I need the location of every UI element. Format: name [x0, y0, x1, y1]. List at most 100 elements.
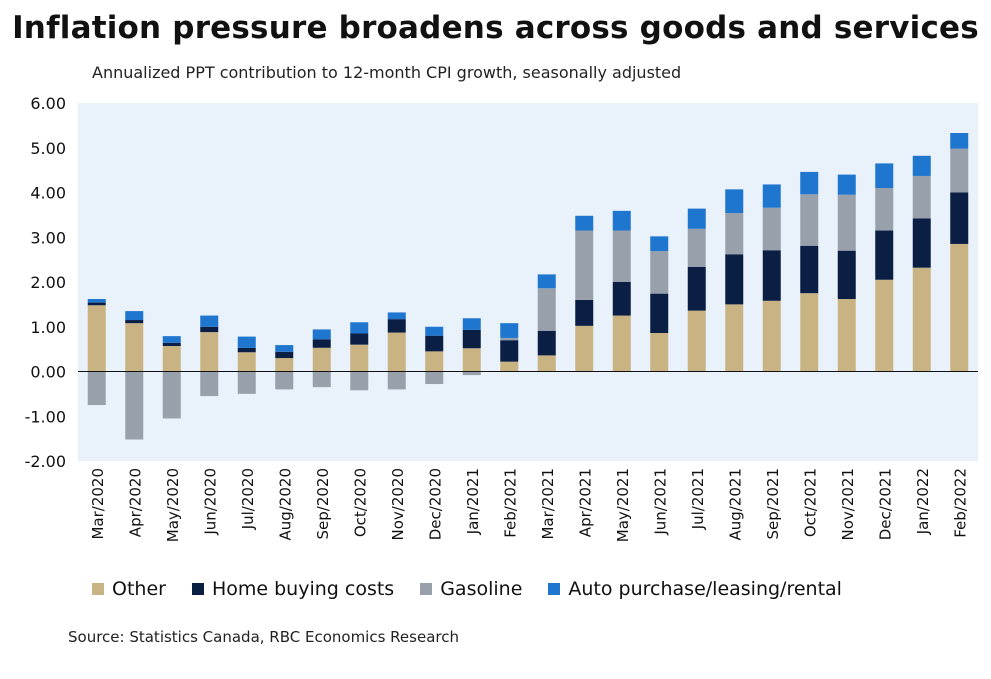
bar-segment — [612, 210, 631, 231]
y-tick-label: 4.00 — [30, 184, 66, 203]
bar-segment — [725, 189, 744, 214]
bar-segment — [650, 236, 669, 252]
bar-segment — [912, 267, 931, 372]
bar-segment — [387, 371, 406, 390]
bar-segment — [687, 266, 706, 311]
x-tick-label: Jul/2021 — [689, 468, 707, 530]
x-tick-label: Aug/2020 — [276, 468, 294, 541]
chart-title: Inflation pressure broadens across goods… — [12, 10, 979, 46]
bar-segment — [237, 352, 256, 372]
bar-segment — [387, 332, 406, 372]
bar-segment — [762, 300, 781, 372]
x-tick-label: Nov/2021 — [839, 468, 857, 541]
bar-segment — [575, 230, 594, 300]
bar-segment — [500, 361, 519, 372]
bar-segment — [425, 326, 444, 336]
y-tick-label: -2.00 — [25, 452, 66, 471]
bar-segment — [950, 148, 969, 193]
x-tick-label: Mar/2021 — [539, 468, 557, 540]
y-tick-label: 2.00 — [30, 273, 66, 292]
bar-segment — [612, 230, 631, 282]
bar-segment — [425, 335, 444, 352]
bar-segment — [425, 371, 444, 385]
plot-area — [78, 103, 978, 461]
bar-segment — [650, 333, 669, 372]
bar-segment — [725, 254, 744, 305]
x-tick-label: Mar/2020 — [89, 468, 107, 540]
y-tick-label: 3.00 — [30, 228, 66, 247]
bar-segment — [350, 371, 369, 391]
bar-segment — [950, 132, 969, 149]
bar-segment — [237, 371, 256, 394]
bar-segment — [162, 342, 181, 346]
x-tick-label: Dec/2021 — [876, 468, 894, 540]
bar-segment — [800, 293, 819, 372]
bar-segment — [200, 332, 219, 372]
bar-segment — [687, 228, 706, 267]
legend-item: Auto purchase/leasing/rental — [548, 578, 842, 600]
legend-label: Other — [112, 578, 166, 600]
chart-subtitle: Annualized PPT contribution to 12-month … — [92, 63, 682, 82]
bar-segment — [725, 304, 744, 372]
bar-segment — [725, 213, 744, 255]
y-tick-label: -1.00 — [25, 407, 66, 426]
x-tick-label: Sep/2021 — [764, 468, 782, 540]
bar-segment — [275, 351, 294, 359]
bar-segment — [312, 371, 331, 388]
legend-swatch — [191, 583, 204, 595]
bar-segment — [500, 323, 519, 338]
bar-segment — [200, 371, 219, 397]
bar-segment — [200, 315, 219, 327]
y-tick-label: 6.00 — [30, 94, 66, 113]
bar-segment — [875, 230, 894, 280]
bar-segment — [462, 371, 481, 376]
legend-item: Home buying costs — [191, 578, 394, 600]
x-tick-label: Nov/2020 — [389, 468, 407, 541]
x-tick-label: Feb/2021 — [501, 468, 519, 538]
bar-segment — [837, 194, 856, 251]
bar-segment — [162, 336, 181, 343]
bar-segment — [537, 355, 556, 372]
bar-segment — [462, 318, 481, 330]
bar-segment — [575, 299, 594, 326]
bar-segment — [125, 323, 144, 372]
y-axis: 6.00 5.00 4.00 3.00 2.00 1.00 0.00 -1.00 -2.00 — [25, 94, 66, 471]
legend-item: Other — [92, 578, 166, 600]
bar-segment — [612, 315, 631, 372]
bar-segment — [762, 250, 781, 301]
x-tick-label: May/2020 — [164, 468, 182, 542]
x-tick-label: Jun/2020 — [201, 468, 219, 536]
x-tick-label: Dec/2020 — [426, 468, 444, 540]
bar-segment — [125, 371, 144, 440]
bar-segment — [87, 371, 106, 406]
bar-segment — [500, 340, 519, 362]
x-tick-label: Sep/2020 — [314, 468, 332, 540]
legend-swatch — [92, 583, 104, 595]
bar-segment — [125, 311, 144, 321]
x-tick-label: Oct/2020 — [351, 468, 369, 537]
x-tick-label: Jan/2021 — [464, 468, 482, 535]
bar-segment — [162, 345, 181, 372]
bar-segment — [387, 319, 406, 333]
bar-segment — [912, 155, 931, 176]
bar-segment — [462, 348, 481, 372]
bar-segment — [837, 250, 856, 300]
bar-segment — [837, 299, 856, 372]
x-tick-label: Apr/2020 — [126, 468, 144, 537]
legend-swatch — [420, 583, 433, 595]
bar-segment — [950, 243, 969, 372]
legend-swatch — [548, 583, 561, 595]
x-axis: Mar/2020 Apr/2020 May/2020 Jun/2020 Jul/2020… — [89, 468, 970, 542]
bar-segment — [575, 215, 594, 231]
bar-segment — [312, 329, 331, 340]
bar-segment — [237, 347, 256, 353]
legend: Other Home buying costs Gasoline Auto purch… — [92, 578, 842, 600]
bar-segment — [462, 329, 481, 349]
bar-segment — [312, 347, 331, 372]
bar-segment — [875, 188, 894, 231]
bar-segment — [912, 175, 931, 219]
bar-segment — [87, 302, 106, 306]
bar-segment — [387, 312, 406, 320]
x-tick-label: Feb/2022 — [951, 468, 969, 538]
